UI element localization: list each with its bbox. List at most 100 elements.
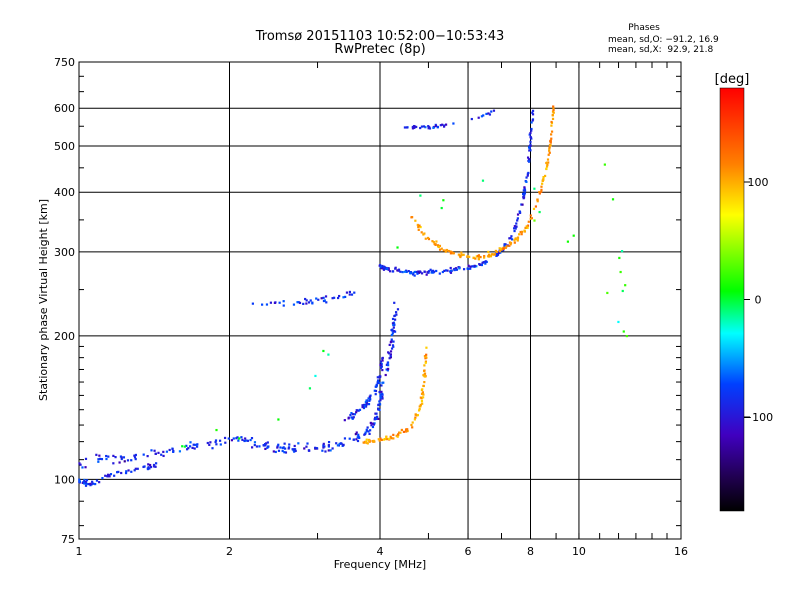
data-point <box>374 389 378 393</box>
data-point <box>243 439 246 443</box>
data-point <box>181 445 184 448</box>
data-point <box>523 186 526 189</box>
data-point <box>548 151 551 154</box>
data-point <box>373 418 376 421</box>
data-point <box>411 421 414 424</box>
data-point <box>572 234 575 237</box>
data-point <box>480 263 484 267</box>
data-point <box>358 408 362 411</box>
data-point <box>435 269 438 273</box>
data-point <box>425 353 428 356</box>
data-point <box>375 412 378 415</box>
data-point <box>526 156 530 159</box>
data-point <box>536 200 539 203</box>
data-point <box>276 445 279 448</box>
data-point <box>107 455 110 458</box>
data-point <box>380 384 383 387</box>
data-point <box>392 437 395 440</box>
data-point <box>380 390 383 393</box>
data-point <box>298 301 302 305</box>
data-point <box>95 453 98 456</box>
data-point <box>251 302 254 305</box>
data-point <box>390 328 393 332</box>
data-point <box>154 452 157 455</box>
data-point <box>187 447 190 450</box>
data-point <box>147 466 150 469</box>
data-point <box>394 267 397 270</box>
data-point <box>531 119 534 122</box>
data-point <box>514 227 517 230</box>
data-point <box>530 217 533 220</box>
data-point <box>419 126 422 130</box>
data-point <box>327 449 330 452</box>
data-point <box>361 404 364 407</box>
data-point <box>347 417 350 420</box>
data-point <box>618 256 621 260</box>
data-point <box>424 357 427 360</box>
data-point <box>619 270 622 274</box>
data-point <box>502 246 505 249</box>
data-point <box>506 244 509 247</box>
data-point <box>483 256 486 259</box>
y-tick-label: 750 <box>54 56 75 69</box>
data-point <box>516 213 520 216</box>
data-point <box>392 345 395 348</box>
data-point <box>417 271 421 274</box>
data-point <box>414 219 417 222</box>
data-point <box>533 187 536 190</box>
data-point <box>323 299 326 302</box>
data-point <box>250 437 254 440</box>
data-point <box>414 416 417 419</box>
data-point <box>431 269 435 272</box>
data-point <box>452 122 455 125</box>
data-point <box>352 438 355 441</box>
data-point <box>495 250 498 254</box>
data-point <box>389 435 392 438</box>
data-point <box>410 423 413 427</box>
data-point <box>388 352 391 355</box>
data-point <box>527 159 531 163</box>
data-point <box>368 399 371 402</box>
data-point <box>520 203 523 206</box>
data-point <box>529 214 532 217</box>
data-point <box>350 412 353 415</box>
data-point <box>516 217 519 220</box>
y-tick-label: 200 <box>54 330 75 343</box>
data-point <box>435 240 438 243</box>
x-tick-label: 4 <box>377 545 384 558</box>
data-point <box>482 261 485 264</box>
data-point <box>320 297 323 300</box>
data-point <box>165 450 169 453</box>
data-point <box>529 149 532 152</box>
data-point <box>350 416 353 419</box>
data-point <box>550 130 554 133</box>
data-point <box>540 185 543 188</box>
data-point <box>272 450 275 453</box>
data-point <box>379 393 383 396</box>
data-point <box>374 417 378 421</box>
data-point <box>528 158 531 161</box>
data-point <box>193 447 196 450</box>
data-point <box>418 270 422 273</box>
chart-title: Tromsø 20151103 10:52:00−10:53:43 <box>255 29 505 44</box>
data-point <box>423 372 427 375</box>
data-point <box>427 271 430 274</box>
data-point <box>479 256 482 259</box>
data-point <box>396 269 399 272</box>
data-point <box>420 125 424 128</box>
data-point <box>130 459 133 462</box>
data-point <box>510 235 513 238</box>
data-point <box>621 289 624 293</box>
data-point <box>380 438 383 441</box>
y-tick-label: 75 <box>61 533 75 546</box>
data-point <box>351 413 355 416</box>
data-point <box>410 216 413 219</box>
data-point <box>504 243 507 246</box>
data-point <box>468 255 471 258</box>
data-point <box>146 467 150 471</box>
data-point <box>155 462 158 465</box>
data-point <box>89 482 92 485</box>
data-point <box>385 363 388 366</box>
data-point <box>314 374 317 378</box>
data-point <box>513 241 516 244</box>
